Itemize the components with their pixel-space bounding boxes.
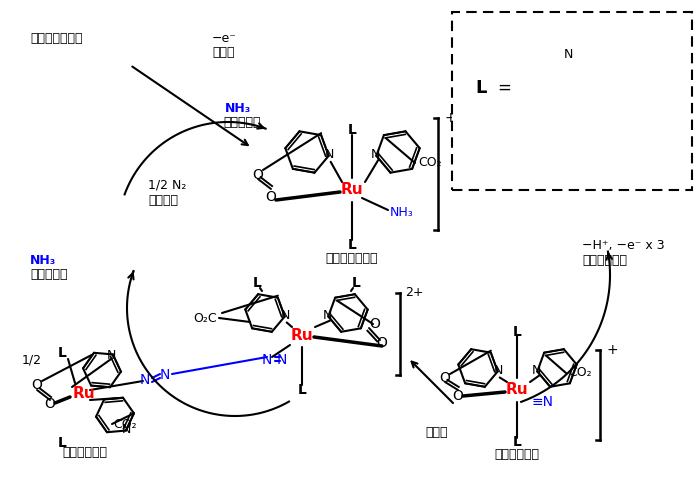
Text: +: + <box>444 111 456 125</box>
Text: O: O <box>377 336 387 350</box>
Text: CO₂: CO₂ <box>113 419 136 431</box>
Text: 塩基　酸化剤: 塩基 酸化剤 <box>582 253 627 266</box>
Text: N: N <box>370 148 380 162</box>
Text: NH₃: NH₃ <box>30 253 56 266</box>
Text: +: + <box>606 343 617 357</box>
Text: L: L <box>253 276 261 290</box>
Text: N: N <box>564 48 573 61</box>
Text: 窒素分子: 窒素分子 <box>148 194 178 206</box>
Text: 2+: 2+ <box>405 286 424 300</box>
Text: アンモニア錯体: アンモニア錯体 <box>326 251 378 264</box>
Text: Ru: Ru <box>290 327 314 343</box>
Text: ルテニウム錯体: ルテニウム錯体 <box>30 32 83 44</box>
Text: N: N <box>494 364 503 377</box>
Text: 1/2 N₂: 1/2 N₂ <box>148 179 186 191</box>
Text: O: O <box>253 168 263 182</box>
Text: L: L <box>512 325 522 339</box>
Text: −e⁻: −e⁻ <box>212 32 237 44</box>
Text: Ru: Ru <box>341 183 363 198</box>
Text: ニトリド錯体: ニトリド錯体 <box>494 448 540 462</box>
Text: アンモニア: アンモニア <box>30 267 67 281</box>
Text: L: L <box>348 238 356 252</box>
Text: L: L <box>57 346 66 360</box>
Text: O₂C: O₂C <box>193 311 217 325</box>
Text: L: L <box>351 276 360 290</box>
Text: N: N <box>122 423 132 436</box>
Text: N: N <box>531 364 541 377</box>
Text: ≡N: ≡N <box>532 395 554 409</box>
Text: O: O <box>265 190 276 204</box>
Text: N: N <box>107 349 117 362</box>
Text: O: O <box>440 371 450 385</box>
Text: アンモニア: アンモニア <box>223 116 260 128</box>
Text: L: L <box>348 123 356 137</box>
Text: N: N <box>323 309 332 322</box>
Text: N: N <box>140 373 150 387</box>
Text: L: L <box>298 383 307 397</box>
Text: N: N <box>325 148 335 162</box>
Text: N: N <box>160 368 170 382</box>
Text: O: O <box>45 397 55 411</box>
Text: CO₂: CO₂ <box>568 366 592 380</box>
Text: N: N <box>262 353 272 367</box>
Text: CO₂: CO₂ <box>418 157 442 169</box>
Text: =: = <box>497 79 511 97</box>
Text: NH₃: NH₃ <box>225 102 251 115</box>
Text: O: O <box>453 389 463 403</box>
Text: 1/2: 1/2 <box>22 353 42 366</box>
Text: −H⁺, −e⁻ x 3: −H⁺, −e⁻ x 3 <box>582 239 664 251</box>
Text: L: L <box>475 79 486 97</box>
Text: N: N <box>281 309 290 322</box>
FancyBboxPatch shape <box>452 12 692 190</box>
Text: Ru: Ru <box>505 383 528 398</box>
Text: 架橋窒素錯体: 架橋窒素錯体 <box>62 447 108 460</box>
Text: N: N <box>276 353 287 367</box>
Text: L: L <box>512 435 522 449</box>
Text: 酸化剤: 酸化剤 <box>212 45 234 59</box>
Text: O: O <box>32 378 43 392</box>
Text: 二核化: 二核化 <box>426 426 448 439</box>
Text: Ru: Ru <box>73 386 95 401</box>
Text: NH₃: NH₃ <box>390 206 414 220</box>
Text: O: O <box>370 317 380 331</box>
Text: L: L <box>57 436 66 450</box>
